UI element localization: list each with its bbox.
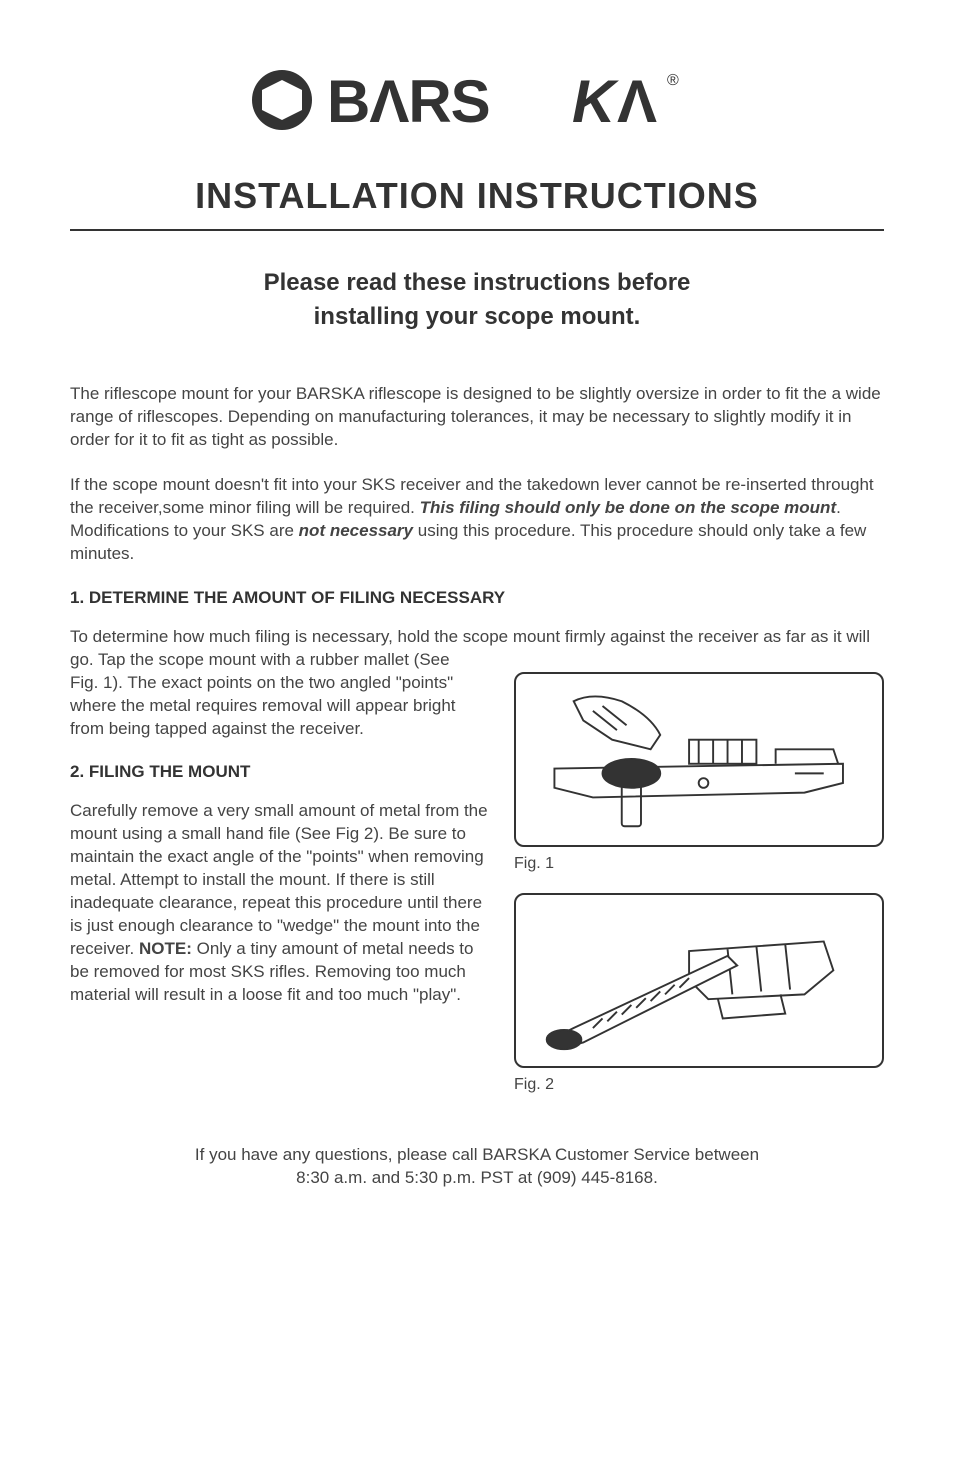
s2-text-1: Carefully remove a very small amount of … — [70, 801, 488, 958]
section-1-intro: To determine how much filing is necessar… — [70, 626, 884, 672]
logo-container: BΛRS K Λ ® — [70, 60, 884, 145]
footer-line1: If you have any questions, please call B… — [195, 1145, 759, 1164]
figure-2-illustration — [534, 903, 863, 1057]
intro-paragraph-1: The riflescope mount for your BARSKA rif… — [70, 383, 884, 452]
section-2-body: Carefully remove a very small amount of … — [70, 800, 494, 1006]
main-title: INSTALLATION INSTRUCTIONS — [70, 175, 884, 217]
p2-bold-2: not necessary — [299, 521, 413, 540]
footer-text: If you have any questions, please call B… — [70, 1144, 884, 1190]
content-row: Fig. 1). The exact points on the two ang… — [70, 672, 884, 1114]
figure-1-box — [514, 672, 884, 847]
intro-paragraph-2: If the scope mount doesn't fit into your… — [70, 474, 884, 566]
footer-line2: 8:30 a.m. and 5:30 p.m. PST at (909) 445… — [296, 1168, 658, 1187]
left-column: Fig. 1). The exact points on the two ang… — [70, 672, 494, 1114]
figure-2-box — [514, 893, 884, 1068]
subtitle-line1: Please read these instructions before — [264, 269, 691, 296]
subtitle-line2: installing your scope mount. — [314, 303, 641, 330]
svg-text:BΛRS: BΛRS — [327, 68, 490, 135]
p2-bold-1: This filing should only be done on the s… — [420, 498, 837, 517]
svg-text:K: K — [572, 68, 619, 135]
svg-text:®: ® — [667, 72, 679, 89]
section-1-continuation: Fig. 1). The exact points on the two ang… — [70, 672, 494, 741]
figure-1-label: Fig. 1 — [514, 855, 884, 873]
subtitle: Please read these instructions before in… — [70, 266, 884, 333]
s2-note-label: NOTE: — [139, 939, 192, 958]
barska-logo: BΛRS K Λ ® — [247, 60, 707, 140]
title-divider — [70, 229, 884, 231]
right-column: Fig. 1 — [514, 672, 884, 1114]
svg-text:Λ: Λ — [617, 68, 657, 135]
figure-1-illustration — [534, 682, 863, 836]
section-2-heading: 2. FILING THE MOUNT — [70, 762, 494, 782]
figure-2-label: Fig. 2 — [514, 1076, 884, 1094]
section-1-heading: 1. DETERMINE THE AMOUNT OF FILING NECESS… — [70, 588, 884, 608]
